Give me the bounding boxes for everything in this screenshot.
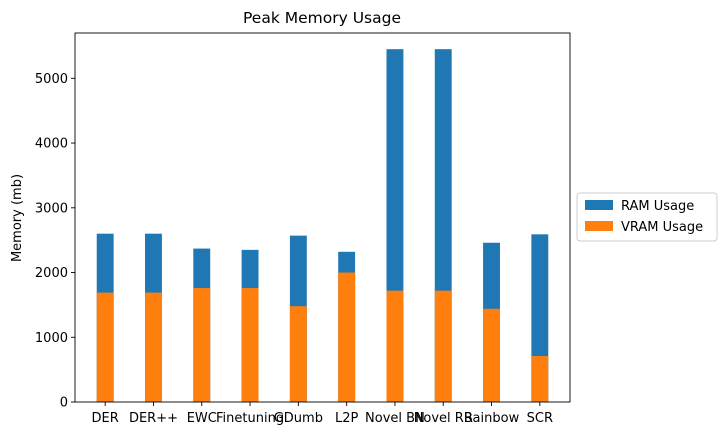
y-tick-label-5: 5000	[35, 72, 68, 87]
x-tick-label-3: Finetuning	[216, 411, 284, 426]
bar-vram-1	[145, 292, 162, 402]
y-axis-label: Memory (mb)	[10, 174, 25, 262]
plot-frame	[74, 32, 571, 403]
legend-swatch-1	[585, 221, 613, 231]
legend-label-1: VRAM Usage	[621, 220, 703, 235]
y-tick-label-3: 3000	[35, 201, 68, 216]
plot-area: 0 1000 2000 3000 4000 5000 DER DER++ EWC Finetuni…	[35, 32, 571, 426]
bar-vram-6	[386, 290, 404, 402]
x-tick-label-0: DER	[92, 411, 119, 426]
y-tick-label-1: 1000	[35, 331, 68, 346]
bar-vram-7	[434, 290, 452, 402]
x-tick-label-8: Rainbow	[464, 411, 520, 426]
x-tick-label-6: Novel BN	[365, 411, 425, 426]
y-tick-label-0: 0	[60, 396, 68, 411]
x-tick-label-5: L2P	[335, 411, 359, 426]
x-tick-label-9: SCR	[527, 411, 553, 426]
bar-vram-3	[241, 288, 259, 402]
x-tick-label-2: EWC	[187, 411, 217, 426]
bar-vram-2	[193, 288, 211, 402]
x-tick-label-7: Novel RB	[414, 411, 473, 426]
chart-title: Peak Memory Usage	[243, 9, 401, 27]
bar-vram-0	[96, 292, 114, 402]
bar-vram-9	[531, 356, 549, 402]
x-tick-label-4: GDumb	[274, 411, 323, 426]
y-tick-label-4: 4000	[35, 137, 68, 152]
legend: RAM Usage VRAM Usage	[576, 192, 718, 242]
bar-vram-4	[289, 306, 307, 402]
x-tick-label-1: DER++	[129, 411, 178, 426]
legend-swatch-0	[585, 200, 613, 210]
bar-vram-5	[338, 272, 356, 402]
legend-label-0: RAM Usage	[621, 199, 694, 214]
bar-vram-8	[483, 308, 500, 402]
y-tick-label-2: 2000	[35, 266, 68, 281]
